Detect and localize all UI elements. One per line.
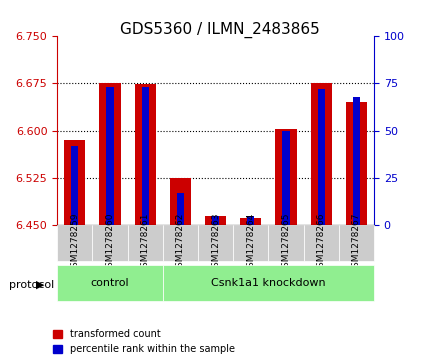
Text: protocol: protocol <box>9 280 54 290</box>
Text: GSM1278259: GSM1278259 <box>70 213 79 273</box>
FancyBboxPatch shape <box>198 225 233 261</box>
Bar <box>177 193 184 225</box>
Bar <box>71 146 78 225</box>
FancyBboxPatch shape <box>304 225 339 261</box>
Bar <box>106 87 114 225</box>
FancyBboxPatch shape <box>163 265 374 301</box>
Legend: transformed count, percentile rank within the sample: transformed count, percentile rank withi… <box>49 326 239 358</box>
Text: GSM1278264: GSM1278264 <box>246 213 255 273</box>
Bar <box>205 216 226 225</box>
FancyBboxPatch shape <box>92 225 128 261</box>
Bar <box>311 83 332 225</box>
Text: GDS5360 / ILMN_2483865: GDS5360 / ILMN_2483865 <box>120 22 320 38</box>
Bar <box>346 102 367 225</box>
FancyBboxPatch shape <box>268 225 304 261</box>
Bar <box>135 84 156 225</box>
Text: Csnk1a1 knockdown: Csnk1a1 knockdown <box>211 278 326 288</box>
Text: GSM1278263: GSM1278263 <box>211 213 220 273</box>
Bar <box>170 178 191 225</box>
Text: GSM1278261: GSM1278261 <box>141 213 150 273</box>
Bar <box>240 217 261 225</box>
Bar <box>64 140 85 225</box>
Bar <box>353 97 360 225</box>
Bar <box>247 216 254 225</box>
FancyBboxPatch shape <box>233 225 268 261</box>
Text: control: control <box>91 278 129 288</box>
Text: GSM1278260: GSM1278260 <box>106 213 114 273</box>
FancyBboxPatch shape <box>339 225 374 261</box>
FancyBboxPatch shape <box>163 225 198 261</box>
Text: GSM1278266: GSM1278266 <box>317 213 326 273</box>
FancyBboxPatch shape <box>57 265 163 301</box>
Text: GSM1278267: GSM1278267 <box>352 213 361 273</box>
Bar <box>275 130 297 225</box>
Bar <box>318 89 325 225</box>
Text: GSM1278262: GSM1278262 <box>176 213 185 273</box>
Bar <box>282 131 290 225</box>
Text: GSM1278265: GSM1278265 <box>282 213 290 273</box>
FancyBboxPatch shape <box>128 225 163 261</box>
Bar <box>212 216 219 225</box>
Bar <box>99 83 121 225</box>
FancyBboxPatch shape <box>57 225 92 261</box>
Text: ▶: ▶ <box>36 280 44 290</box>
Bar <box>142 87 149 225</box>
